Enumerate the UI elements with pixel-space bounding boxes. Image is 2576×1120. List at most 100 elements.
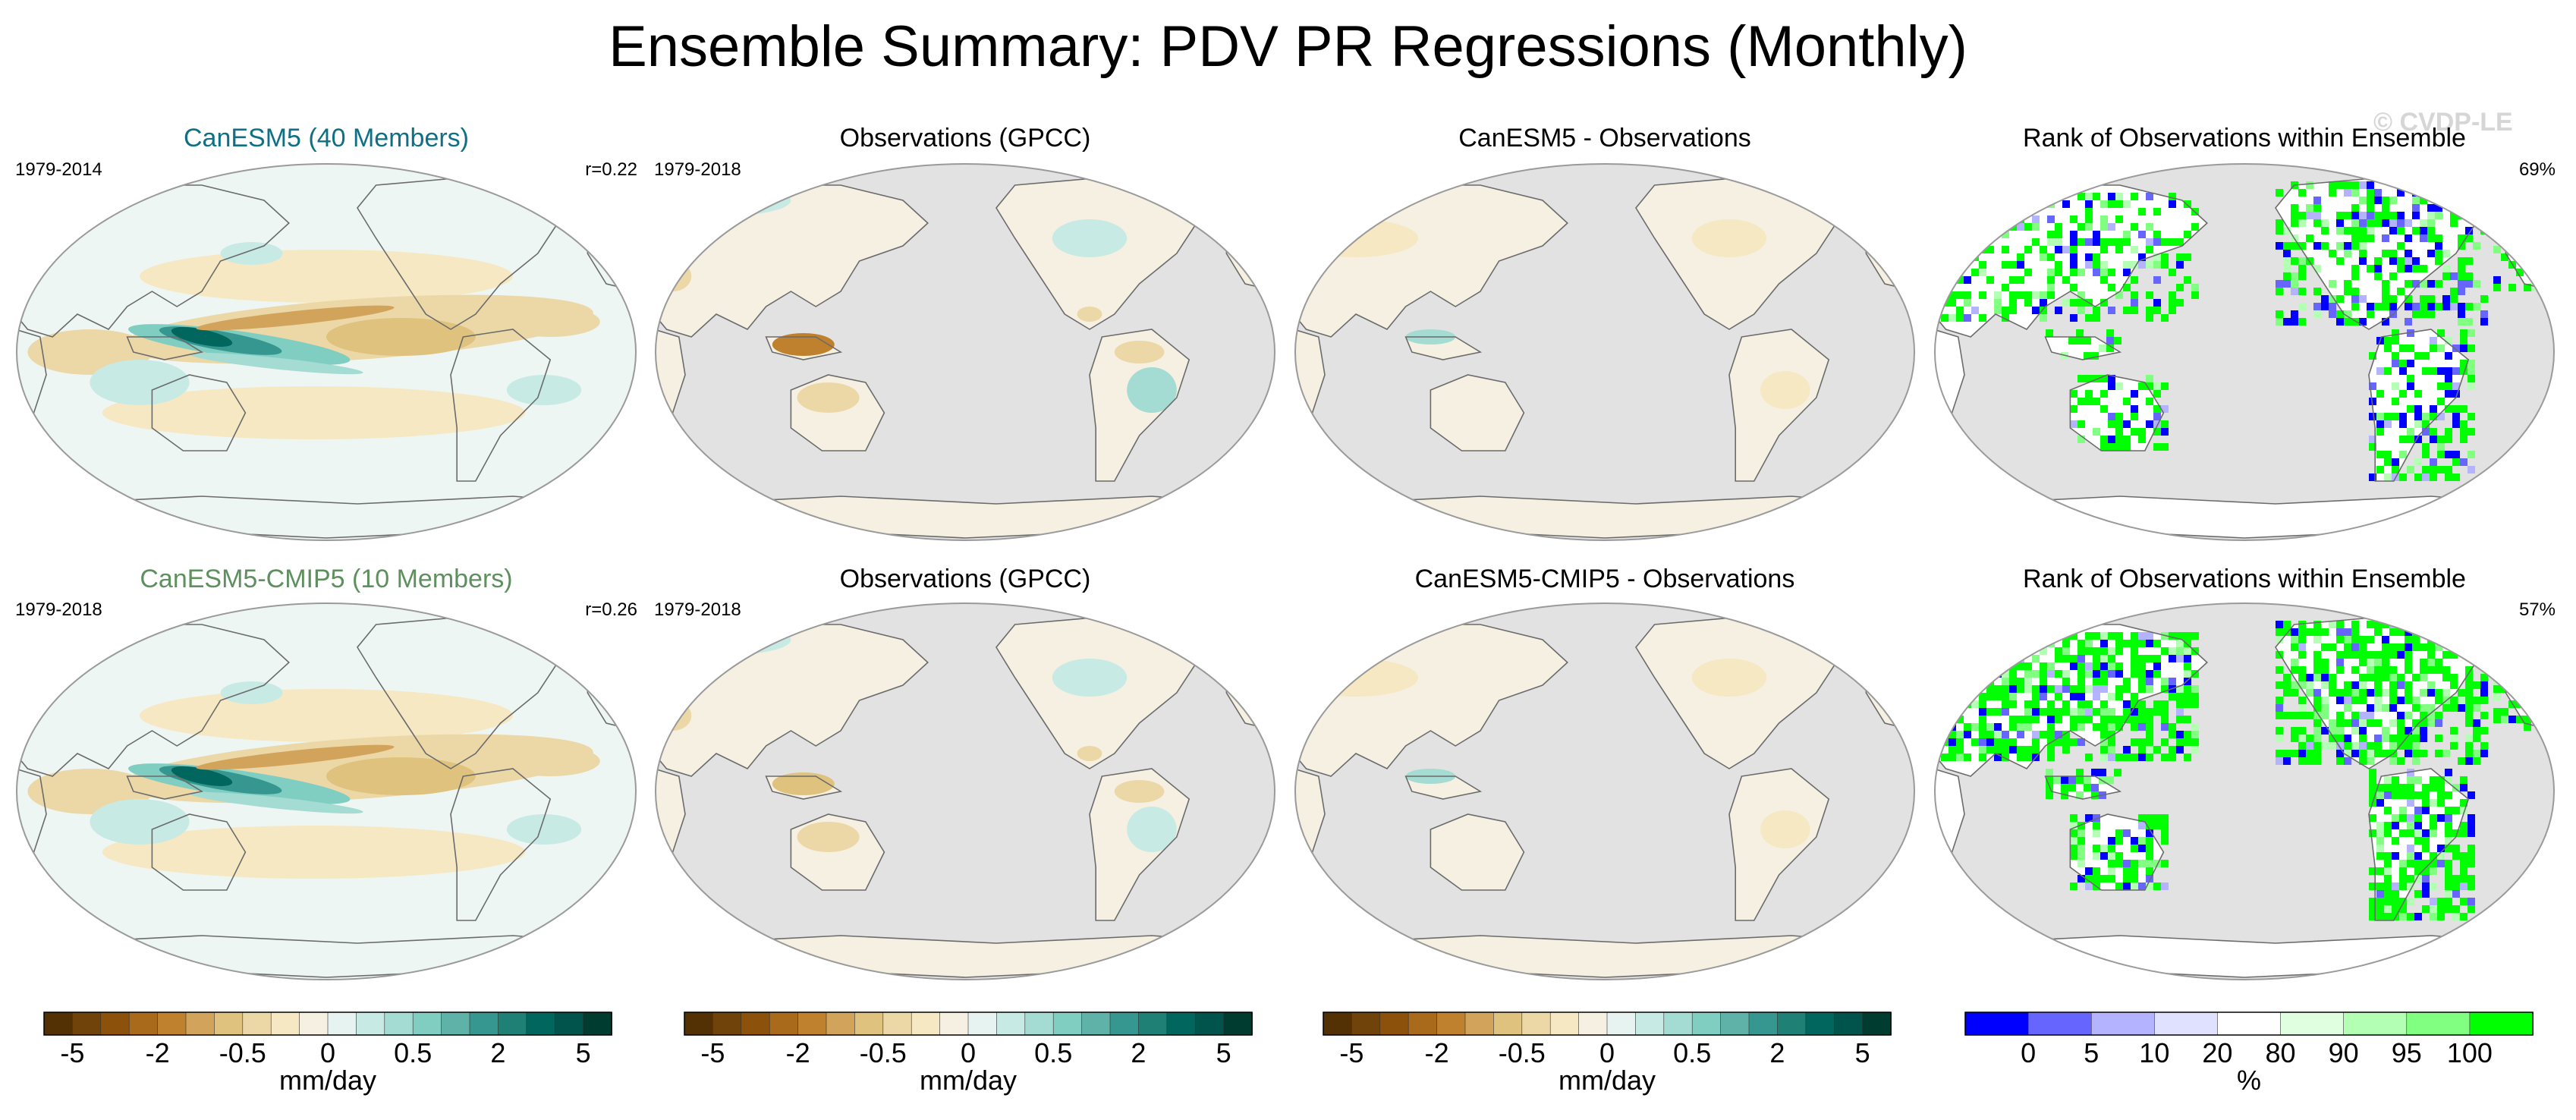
rank-cell	[2384, 875, 2392, 882]
rank-cell	[1941, 269, 1949, 276]
rank-cell	[2093, 314, 2100, 322]
rank-cell	[2382, 212, 2389, 219]
rank-cell	[2384, 860, 2392, 867]
australia-outline	[151, 813, 247, 891]
rank-cell	[2465, 318, 2473, 326]
rank-cell	[2009, 746, 2017, 753]
rank-cell	[2344, 189, 2351, 197]
rank-cell	[2367, 689, 2374, 697]
colorbar-swatch	[2406, 1011, 2471, 1036]
rank-cell	[2420, 704, 2427, 712]
rank-cell	[2093, 845, 2100, 852]
amazon-dry	[1114, 780, 1165, 803]
rank-cell	[2138, 382, 2146, 390]
rank-cell	[2009, 738, 2017, 746]
rank-cell	[2321, 303, 2329, 310]
rank-cell	[2070, 693, 2077, 700]
rank-cell	[1979, 693, 1986, 700]
rank-cell	[2106, 344, 2114, 352]
rank-cell	[1935, 193, 1941, 200]
colorbar-swatch	[1720, 1011, 1750, 1036]
rank-cell	[2298, 757, 2306, 765]
rank-cell	[2465, 666, 2473, 674]
rank-cell	[2516, 632, 2524, 640]
rank-cell	[2070, 632, 2077, 640]
rank-cell	[2108, 723, 2115, 731]
rank-cell	[2276, 757, 2283, 765]
rank-cell	[2467, 791, 2475, 799]
colorbar-3-tick: 2	[1769, 1037, 1785, 1068]
rank-cell	[2467, 451, 2475, 458]
rank-cell	[2169, 678, 2176, 685]
rank-cell	[2184, 231, 2191, 238]
colorbar-swatch	[526, 1011, 556, 1036]
rank-cell	[2077, 678, 2085, 685]
rank-cell	[2460, 405, 2467, 413]
rank-cell	[2480, 697, 2488, 704]
rank-cell	[2546, 261, 2554, 269]
rank-cell	[2009, 291, 2017, 299]
rank-cell	[2032, 291, 2040, 299]
rank-cell	[2389, 719, 2397, 727]
rank-cell	[2070, 269, 2077, 276]
rank-cell	[2367, 742, 2374, 750]
samerica-outline	[1089, 329, 1190, 482]
rank-cell	[2430, 344, 2437, 352]
rank-cell	[2392, 882, 2399, 890]
rank-cell	[2146, 223, 2153, 231]
rank-cell	[2321, 697, 2329, 704]
rank-cell	[2184, 670, 2191, 678]
rank-cell	[2306, 234, 2313, 242]
rank-cell	[2450, 288, 2458, 295]
rank-cell	[2445, 898, 2452, 905]
rank-cell	[2108, 731, 2115, 738]
rank-cell	[2123, 700, 2131, 708]
rank-cell	[2412, 704, 2420, 712]
rank-cell	[1949, 246, 1956, 253]
rank-cell	[1956, 276, 1964, 284]
colorbar-1-tick: 2	[490, 1037, 506, 1068]
rank-cell	[2473, 204, 2480, 212]
rank-cell	[2450, 295, 2458, 303]
rank-cell	[2093, 655, 2100, 662]
maritime-outline	[2044, 776, 2122, 800]
panel-title-r1c4: Rank of Observations within Ensemble	[2023, 124, 2466, 153]
rank-cell	[2138, 253, 2146, 261]
rank-cell	[2445, 390, 2452, 398]
rank-cell	[2114, 337, 2122, 344]
rank-cell	[2524, 238, 2531, 246]
rank-cell	[2422, 799, 2430, 807]
rank-cell	[2420, 628, 2427, 636]
rank-cell	[2473, 727, 2480, 735]
rank-cell	[2427, 250, 2435, 257]
rank-cell	[2420, 727, 2427, 735]
rank-cell	[2024, 632, 2032, 640]
rank-cell	[2161, 753, 2169, 761]
rank-cell	[2384, 898, 2392, 905]
rank-cell	[2100, 655, 2108, 662]
rank-cell	[2344, 212, 2351, 219]
rank-cell	[2344, 628, 2351, 636]
rank-cell	[2546, 647, 2554, 655]
rank-cell	[2283, 250, 2291, 257]
rank-cell	[2414, 852, 2422, 860]
rank-cell	[2062, 200, 2070, 208]
rank-cell	[2131, 708, 2138, 716]
rank-cell	[2445, 875, 2452, 882]
rank-cell	[2369, 473, 2376, 481]
colorbar-swatch	[1379, 1011, 1410, 1036]
rank-cell	[2024, 269, 2032, 276]
rank-cell	[2100, 299, 2108, 307]
rank-cell	[2435, 181, 2442, 189]
rank-cell	[2123, 640, 2131, 647]
period-label-r2c1: 1979-2018	[15, 599, 102, 620]
rank-cell	[2420, 689, 2427, 697]
rank-cell	[2351, 621, 2359, 628]
rank-cell	[2467, 882, 2475, 890]
rank-cell	[2009, 700, 2017, 708]
rank-cell	[2405, 712, 2412, 719]
rank-cell	[2430, 852, 2437, 860]
colorbar-swatch	[214, 1011, 244, 1036]
rank-cell	[2070, 738, 2077, 746]
rank-cell	[2108, 420, 2115, 428]
